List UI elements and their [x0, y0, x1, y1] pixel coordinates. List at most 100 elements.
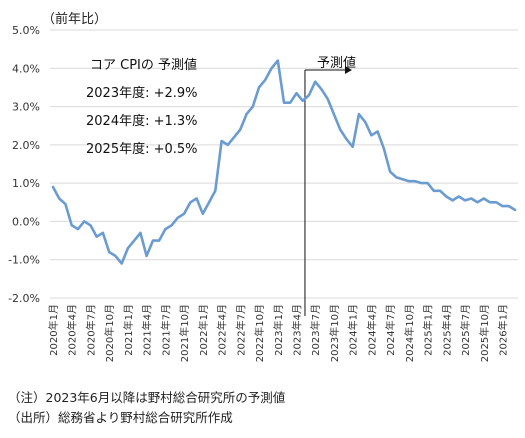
forecast-marker — [304, 66, 352, 316]
data-point — [245, 113, 248, 116]
data-point — [295, 92, 298, 94]
data-point — [64, 203, 67, 205]
data-point — [189, 201, 192, 204]
y-tick-labels: -2.0% -1.0% 0.0% 1.0% 2.0% 3.0% 4.0% 5.0% — [8, 24, 40, 305]
data-point — [127, 247, 129, 250]
annotation-fy2024: 2024年度: +1.3% — [86, 114, 198, 129]
data-point — [145, 255, 148, 257]
data-point — [458, 195, 460, 198]
grid-layer — [50, 29, 518, 299]
x-tick-label: 2024年7月 — [384, 304, 397, 356]
x-tick-label: 2022年7月 — [234, 304, 247, 356]
data-point — [70, 224, 73, 227]
data-point — [164, 228, 167, 230]
data-point — [95, 235, 98, 238]
y-tick-label: 0.0% — [12, 215, 40, 228]
x-tick-label: 2025年7月 — [459, 304, 472, 356]
x-tick-label: 2021年1月 — [122, 304, 135, 356]
data-point — [301, 100, 304, 102]
data-point — [389, 170, 391, 173]
data-point — [77, 228, 79, 230]
data-point — [408, 180, 410, 183]
data-point — [308, 94, 310, 96]
data-point — [120, 262, 123, 265]
x-tick-label: 2023年10月 — [328, 304, 341, 362]
data-point — [395, 176, 398, 179]
x-tick-label: 2023年7月 — [309, 304, 322, 356]
x-tick-label: 2022年1月 — [197, 304, 210, 356]
data-point — [433, 190, 435, 192]
data-point — [83, 220, 86, 223]
data-point — [177, 216, 179, 219]
data-point — [108, 251, 110, 253]
x-tick-label: 2020年4月 — [66, 304, 79, 356]
x-tick-label: 2025年1月 — [422, 304, 435, 356]
footnote-source: （出所）総務省より野村総合研究所作成 — [8, 410, 233, 425]
data-point — [114, 255, 117, 257]
y-tick-label: -2.0% — [8, 292, 40, 305]
annotation-fy2025: 2025年度: +0.5% — [86, 142, 198, 157]
forecast-label: 予測値 — [317, 56, 357, 71]
data-point — [345, 138, 348, 140]
data-point — [420, 182, 423, 184]
data-point — [358, 113, 360, 116]
data-point — [227, 144, 229, 146]
data-point — [495, 201, 498, 204]
data-point — [258, 86, 260, 89]
data-point — [439, 190, 441, 192]
data-point — [326, 98, 329, 100]
forecast-arrow-head — [344, 66, 352, 74]
data-point — [351, 145, 354, 148]
x-tick-label: 2025年4月 — [440, 304, 453, 356]
y-tick-label: 3.0% — [12, 101, 40, 114]
data-point — [445, 195, 448, 198]
footnotes: （注）2023年6月以降は野村総合研究所の予測値 （出所）総務省より野村総合研究… — [8, 388, 285, 428]
data-point — [183, 212, 185, 215]
data-point — [202, 212, 204, 215]
data-point — [470, 197, 473, 200]
data-point — [482, 197, 485, 200]
data-point — [239, 128, 242, 131]
x-tick-label: 2020年7月 — [84, 304, 97, 356]
x-tick-label: 2022年10月 — [253, 304, 266, 362]
data-point — [214, 190, 217, 192]
x-tick-label: 2024年1月 — [347, 304, 360, 356]
data-point — [158, 239, 160, 242]
data-point — [283, 101, 285, 104]
data-point — [514, 209, 516, 211]
data-point — [376, 130, 379, 133]
data-point — [251, 105, 254, 108]
x-tick-label: 2021年7月 — [159, 304, 172, 356]
y-tick-label: 1.0% — [12, 177, 40, 190]
y-unit-label: （前年比） — [42, 12, 108, 27]
x-tick-label: 2025年10月 — [478, 304, 491, 362]
data-point — [58, 197, 61, 200]
data-point — [276, 59, 279, 62]
footnote-note: （注）2023年6月以降は野村総合研究所の予測値 — [8, 390, 286, 405]
data-point — [133, 239, 135, 242]
data-point — [451, 199, 454, 202]
x-tick-label: 2023年1月 — [272, 304, 285, 356]
data-point — [220, 140, 223, 142]
data-point — [152, 239, 154, 242]
x-tick-labels: 2020年1月 2020年4月 2020年7月 2020年10月 2021年1月 2021… — [47, 304, 510, 362]
x-tick-label: 2023年4月 — [290, 304, 303, 356]
series-line-layer — [51, 59, 517, 265]
data-point — [102, 232, 104, 234]
y-tick-label: -1.0% — [8, 254, 40, 267]
data-point — [289, 101, 292, 104]
data-point — [52, 186, 54, 188]
x-tick-label: 2024年4月 — [365, 304, 378, 356]
data-point — [426, 182, 429, 184]
data-point — [314, 80, 317, 83]
data-point — [476, 201, 479, 204]
data-point — [89, 224, 92, 227]
data-point — [270, 67, 273, 70]
data-point — [333, 113, 335, 116]
data-point — [195, 197, 198, 200]
data-point — [507, 205, 510, 207]
annotation-fy2023: 2023年度: +2.9% — [86, 86, 198, 101]
data-point — [233, 136, 235, 138]
data-point — [501, 205, 504, 207]
